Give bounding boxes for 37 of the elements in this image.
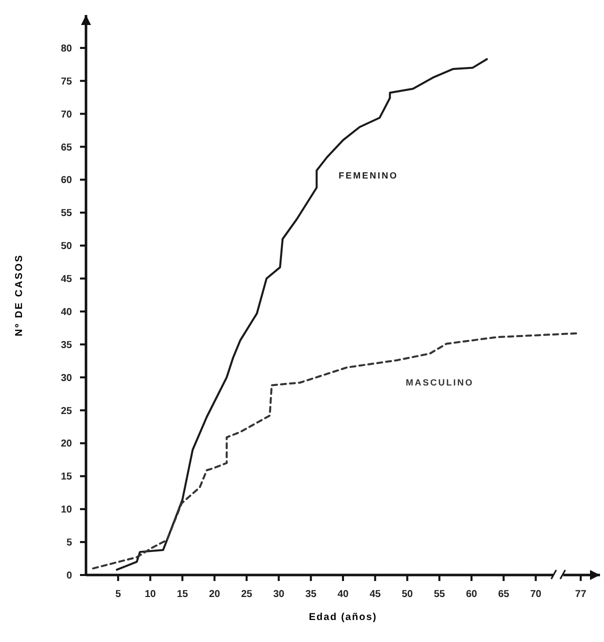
y-tick-label: 40 bbox=[60, 306, 72, 318]
x-tick-label: 40 bbox=[337, 589, 349, 600]
series-label: FEMENINO bbox=[338, 170, 398, 180]
y-tick-label: 20 bbox=[60, 438, 72, 450]
line-series bbox=[116, 58, 488, 571]
y-axis-title: Nº DE CASOS bbox=[14, 254, 25, 336]
x-tick-label: 65 bbox=[498, 589, 510, 600]
x-tick-label: 5 bbox=[115, 589, 122, 600]
y-tick-label: 30 bbox=[60, 372, 72, 384]
y-tick-label: 60 bbox=[60, 175, 72, 186]
y-tick-label: 35 bbox=[60, 340, 72, 351]
x-tick-label: 55 bbox=[434, 589, 446, 600]
x-tick-label: 35 bbox=[305, 589, 317, 600]
x-tick-label: 20 bbox=[208, 589, 220, 600]
y-tick-label: 10 bbox=[60, 504, 72, 516]
x-tick-label: 10 bbox=[144, 589, 156, 600]
x-tick-label: 15 bbox=[176, 589, 188, 600]
y-tick-label: 65 bbox=[60, 142, 72, 154]
y-tick-label: 75 bbox=[60, 76, 72, 88]
y-tick-label: 0 bbox=[66, 570, 72, 582]
y-tick-label: 80 bbox=[60, 43, 72, 54]
y-tick-label: 50 bbox=[60, 241, 72, 252]
y-tick-label: 45 bbox=[60, 274, 72, 286]
y-tick-label: 55 bbox=[60, 208, 72, 220]
y-tick-label: 25 bbox=[60, 406, 72, 417]
x-tick-label: 50 bbox=[402, 589, 414, 600]
text: MASCULINO bbox=[406, 378, 474, 388]
x-tick-label: 25 bbox=[241, 589, 253, 600]
y-tick-label: 5 bbox=[66, 538, 72, 549]
x-axis-title: Edad (años) bbox=[308, 612, 378, 623]
x-tick-label: 77 bbox=[575, 589, 587, 600]
x-tick-label: 70 bbox=[530, 589, 542, 600]
y-tick-label: 15 bbox=[60, 472, 72, 483]
x-tick-label: 30 bbox=[273, 589, 285, 600]
x-tick-label: 45 bbox=[370, 589, 382, 600]
x-tick-label: 60 bbox=[466, 589, 478, 600]
y-tick-label: 70 bbox=[60, 109, 72, 120]
